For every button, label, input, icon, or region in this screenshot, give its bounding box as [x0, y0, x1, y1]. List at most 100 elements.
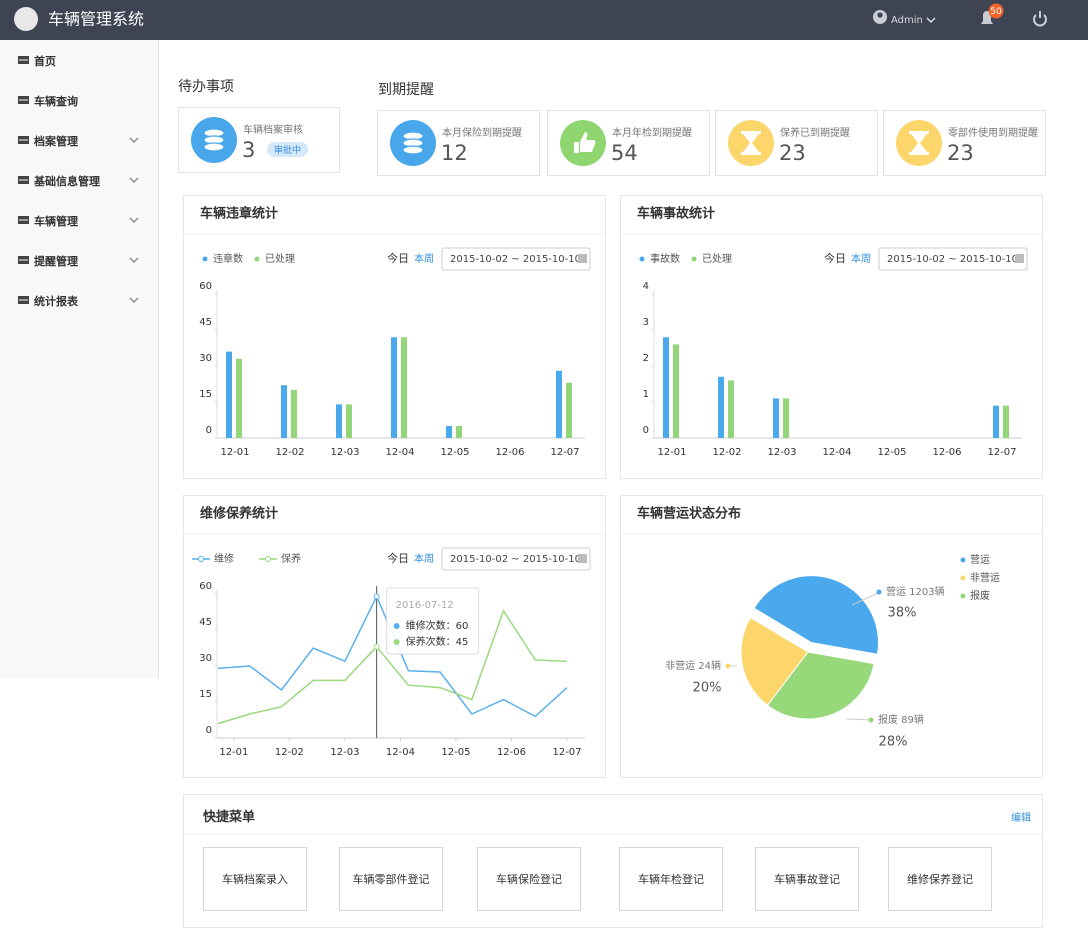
edit-link[interactable]: 编辑	[1011, 813, 1031, 824]
filter-today[interactable]: 今日	[387, 551, 409, 565]
nav-item[interactable]: 档案管理	[0, 122, 158, 158]
y-tick-label: 45	[199, 617, 212, 628]
nav-label[interactable]: 提醒管理	[34, 255, 78, 268]
bar	[773, 398, 779, 438]
date-range[interactable]: 2015-10-02 ~ 2015-10-10	[450, 554, 581, 565]
date-range-box[interactable]	[441, 247, 591, 271]
icon-hourglass	[911, 134, 927, 152]
y-tick-label: 60	[199, 281, 212, 292]
stat-count: 23	[947, 141, 974, 165]
bar	[456, 426, 462, 438]
user-icon-head	[877, 12, 883, 18]
nav-icon	[18, 216, 139, 224]
y-tick-label: 0	[643, 425, 649, 436]
calendar-icon[interactable]	[1015, 254, 1024, 263]
date-range-box[interactable]	[878, 247, 1028, 271]
nav-item[interactable]: 提醒管理	[0, 242, 158, 278]
legend-label: 保养	[281, 552, 301, 565]
tooltip-dot	[393, 623, 400, 629]
nav-label[interactable]: 车辆管理	[34, 215, 78, 228]
bar	[336, 404, 342, 438]
chart-panel: 维修保养统计 今日 本周 2015-10-02 ~ 2015-10-10 0 15 30 45…	[183, 495, 606, 778]
quick-button[interactable]: 车辆年检登记	[619, 847, 723, 911]
quick-button[interactable]: 车辆零部件登记	[339, 847, 443, 911]
nav-label[interactable]: 统计报表	[34, 295, 78, 308]
percent-label: 20%	[693, 681, 722, 696]
power-icon[interactable]	[1033, 14, 1047, 27]
stat-count: 12	[441, 141, 468, 165]
bar	[783, 398, 789, 438]
nav-label[interactable]: 档案管理	[34, 135, 78, 148]
bar	[993, 405, 999, 438]
x-tick-label: 12-02	[275, 747, 304, 758]
nav-label[interactable]: 首页	[34, 55, 56, 68]
legend-dot	[960, 557, 966, 563]
calendar-icon[interactable]	[578, 254, 587, 263]
quick-button[interactable]: 维修保养登记	[888, 847, 992, 911]
quick-button[interactable]: 车辆事故登记	[755, 847, 859, 911]
legend-dot	[691, 256, 697, 262]
tooltip-item: 保养次数：45	[406, 635, 469, 648]
tooltip-dot	[393, 639, 400, 645]
callout-line	[845, 718, 873, 721]
tooltip	[386, 587, 480, 655]
icon-disk	[203, 142, 225, 152]
stat-icon	[191, 117, 237, 163]
x-tick-label: 12-07	[552, 747, 581, 758]
bar	[346, 404, 352, 438]
stat-card: 本月年检到期提醒 54	[547, 110, 710, 176]
stat-label: 本月保险到期提醒	[442, 128, 522, 139]
nav-item[interactable]: 统计报表	[0, 282, 158, 318]
y-tick-label: 15	[199, 689, 212, 700]
filter-week[interactable]: 本周	[414, 252, 434, 265]
chart-title: 车辆违章统计	[200, 206, 278, 222]
x-tick-label: 12-05	[877, 447, 906, 458]
reminders-title: 到期提醒	[378, 82, 434, 98]
tooltip-title: 2016-07-12	[396, 600, 454, 611]
legend-label: 事故数	[650, 252, 680, 265]
filter-week[interactable]: 本周	[414, 552, 434, 565]
user-name[interactable]: Admin	[891, 15, 923, 26]
quick-button[interactable]: 车辆保险登记	[477, 847, 581, 911]
date-range-box[interactable]	[441, 547, 591, 571]
nav-item[interactable]: 基础信息管理	[0, 162, 158, 198]
badge	[988, 3, 1004, 19]
callout-label: 报废 89辆	[878, 713, 924, 726]
nav-item[interactable]: 车辆查询	[0, 82, 158, 118]
chart-title: 车辆事故统计	[637, 206, 715, 222]
header: 车辆管理系统 Admin 50	[0, 0, 1088, 40]
legend-label: 报废	[970, 589, 990, 602]
callout-label: 营运 1203辆	[886, 585, 945, 598]
separator	[184, 834, 1042, 835]
pie-slice	[740, 616, 809, 707]
sidebar: 首页车辆查询档案管理基础信息管理 车辆管理提醒管理统计报表	[0, 40, 159, 678]
filter-today[interactable]: 今日	[387, 251, 409, 265]
nav-label[interactable]: 基础信息管理	[34, 175, 100, 188]
legend-label: 维修	[214, 552, 234, 565]
user-caret[interactable]	[926, 17, 936, 24]
y-tick-label: 0	[206, 725, 212, 736]
icon-thumb	[574, 132, 596, 153]
nav-icon	[18, 56, 29, 64]
legend-label: 非营运	[970, 571, 1000, 584]
x-tick-label: 12-06	[497, 747, 526, 758]
filter-today[interactable]: 今日	[824, 251, 846, 265]
quick-button[interactable]: 车辆档案录入	[203, 847, 307, 911]
percent-label: 38%	[888, 606, 917, 621]
bar	[401, 337, 407, 438]
legend-marker	[265, 556, 271, 562]
filter-week[interactable]: 本周	[851, 252, 871, 265]
legend-dot	[202, 256, 208, 262]
calendar-icon[interactable]	[578, 554, 587, 563]
date-range[interactable]: 2015-10-02 ~ 2015-10-10	[887, 254, 1018, 265]
x-tick-label: 12-04	[386, 747, 415, 758]
series-line	[217, 609, 568, 725]
nav-item[interactable]: 车辆管理	[0, 202, 158, 238]
nav-item[interactable]: 首页	[0, 42, 158, 78]
nav-chevron	[129, 217, 139, 223]
nav-label[interactable]: 车辆查询	[34, 95, 78, 108]
date-range[interactable]: 2015-10-02 ~ 2015-10-10	[450, 254, 581, 265]
